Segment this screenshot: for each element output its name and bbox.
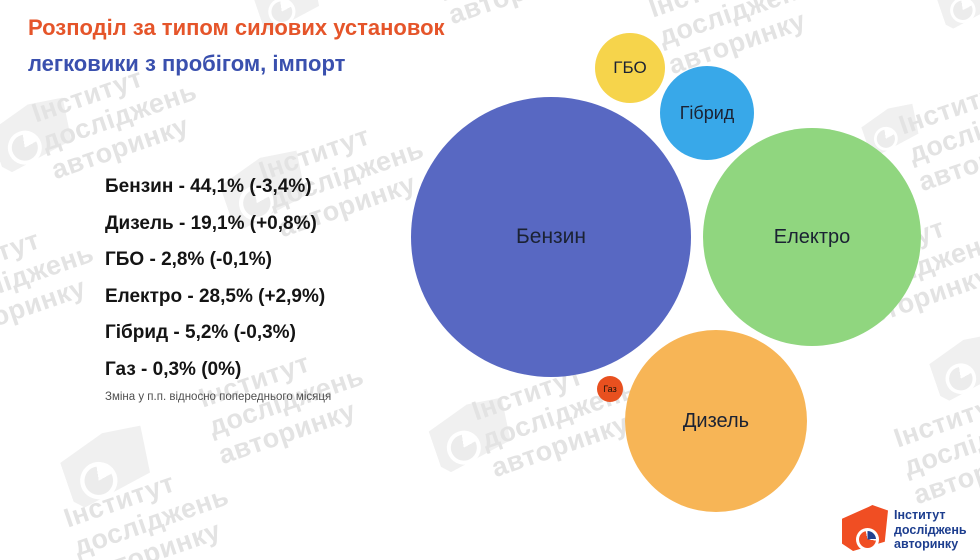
chart-legend: Бензин - 44,1% (-3,4%) Дизель - 19,1% (+… [105,176,331,403]
car-pie-logo-icon [842,505,888,551]
legend-item-gbo: ГБО - 2,8% (-0,1%) [105,249,272,270]
logo-text-line3: авторинку [894,537,959,551]
bubble-hibryd-label: Гібрид [679,102,735,123]
brand-logo: Інститут досліджень авторинку [842,505,967,552]
bubble-gbo-label: ГБО [613,58,647,77]
logo-text-line1: Інститут [894,508,946,522]
bubble-dyzel-label: Дизель [682,409,750,432]
legend-item-benzyn: Бензин - 44,1% (-3,4%) [105,176,312,197]
bubble-gaz: Газ [597,376,623,402]
logo-pie-icon [856,528,879,551]
bubble-gaz-label: Газ [603,384,617,394]
logo-text-line2: досліджень [894,522,967,537]
bubble-benzyn-label: Бензин [515,225,586,248]
logo-text: Інститут досліджень авторинку [894,508,967,552]
bubble-benzyn: Бензин [411,97,691,377]
legend-note: Зміна у п.п. відносно попереднього місяц… [105,391,332,403]
legend-item-gaz: Газ - 0,3% (0%) [105,358,242,380]
bubble-elektro: Електро [703,128,921,346]
title-block: Розподіл за типом силових установок легк… [28,14,445,77]
bubble-dyzel: Дизель [625,330,807,512]
bubble-elektro-label: Електро [773,225,851,248]
page-title: Розподіл за типом силових установок [28,15,445,40]
legend-item-hibryd: Гібрид - 5,2% (-0,3%) [105,322,296,343]
legend-item-elektro: Електро - 28,5% (+2,9%) [105,285,326,307]
bubble-hibryd: Гібрид [660,66,754,160]
page-subtitle: легковики з пробігом, імпорт [28,51,346,76]
legend-item-dyzel: Дизель - 19,1% (+0,8%) [105,212,317,234]
bubble-gbo: ГБО [595,33,665,103]
